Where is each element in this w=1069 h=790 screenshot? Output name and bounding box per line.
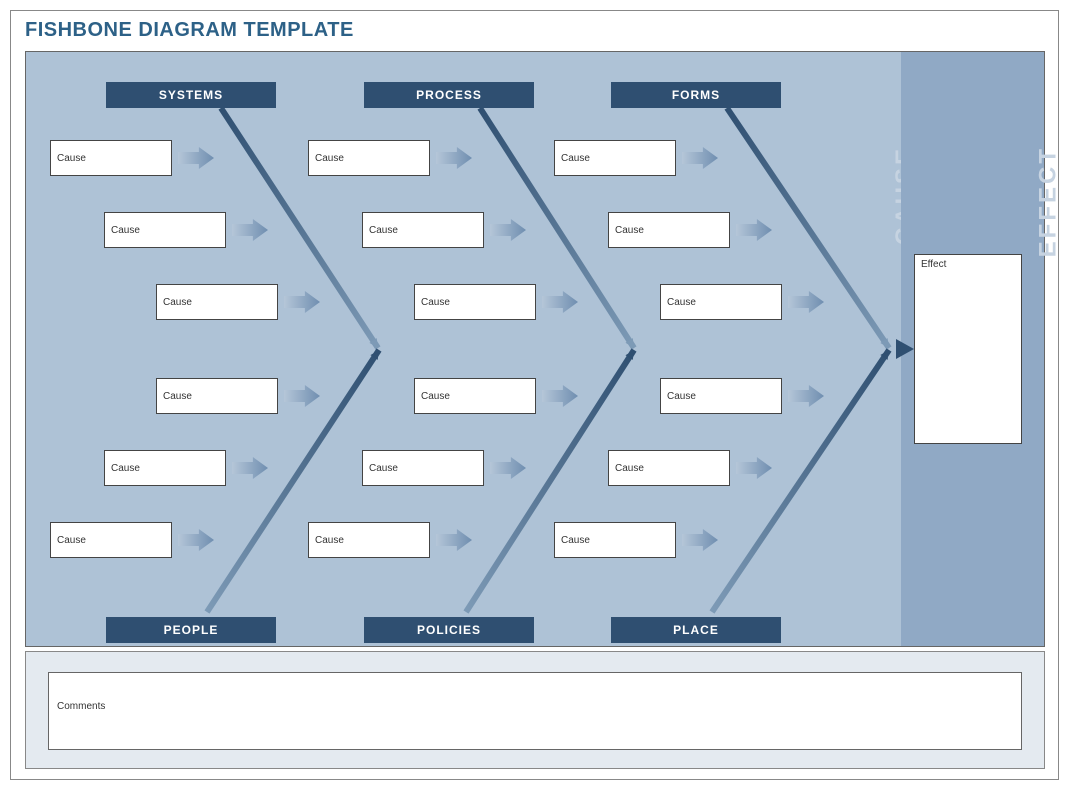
cause-box[interactable]: Cause: [104, 212, 226, 248]
comments-label: Comments: [57, 701, 105, 712]
cause-box[interactable]: Cause: [608, 450, 730, 486]
comments-box[interactable]: Comments: [48, 672, 1022, 750]
cause-box[interactable]: Cause: [362, 450, 484, 486]
cause-box[interactable]: Cause: [308, 522, 430, 558]
template-frame: FISHBONE DIAGRAM TEMPLATE CAUSE EFFECT S…: [10, 10, 1059, 780]
cause-box[interactable]: Cause: [362, 212, 484, 248]
cause-box[interactable]: Cause: [414, 284, 536, 320]
cause-box[interactable]: Cause: [554, 522, 676, 558]
cause-box[interactable]: Cause: [660, 378, 782, 414]
cause-box[interactable]: Cause: [608, 212, 730, 248]
cause-box[interactable]: Cause: [50, 522, 172, 558]
category-people: PEOPLE: [106, 617, 276, 643]
category-forms: FORMS: [611, 82, 781, 108]
page-title: FISHBONE DIAGRAM TEMPLATE: [25, 19, 354, 42]
cause-box[interactable]: Cause: [554, 140, 676, 176]
fishbone-diagram: CAUSE EFFECT SYSTEMSPROCESSFORMSPEOPLEPO…: [25, 51, 1045, 647]
cause-box[interactable]: Cause: [104, 450, 226, 486]
category-process: PROCESS: [364, 82, 534, 108]
cause-box[interactable]: Cause: [660, 284, 782, 320]
comments-area: Comments: [25, 651, 1045, 769]
cause-box[interactable]: Cause: [308, 140, 430, 176]
effect-box[interactable]: Effect: [914, 254, 1022, 444]
category-policies: POLICIES: [364, 617, 534, 643]
category-systems: SYSTEMS: [106, 82, 276, 108]
fishbone-svg: [26, 52, 1046, 646]
cause-box[interactable]: Cause: [156, 378, 278, 414]
cause-box[interactable]: Cause: [50, 140, 172, 176]
cause-box[interactable]: Cause: [414, 378, 536, 414]
category-place: PLACE: [611, 617, 781, 643]
cause-box[interactable]: Cause: [156, 284, 278, 320]
